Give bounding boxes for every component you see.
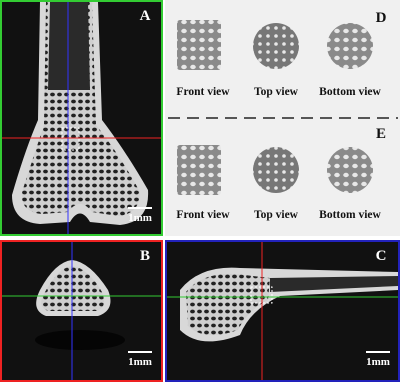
view-label: Bottom view — [319, 209, 381, 221]
panel-b: B 1mm — [0, 240, 163, 382]
view-label: Bottom view — [319, 86, 381, 98]
roi-box — [250, 286, 273, 304]
panel-label: B — [140, 248, 150, 264]
sample-top — [253, 23, 299, 69]
sample-bottom — [327, 147, 373, 193]
marrow — [270, 276, 398, 292]
scale-label: 1mm — [128, 356, 152, 368]
sample-front — [177, 20, 221, 70]
view-label: Front view — [176, 209, 230, 221]
shadow — [35, 330, 125, 350]
bone-trabecular — [41, 266, 104, 311]
panel-de: Front view Top view Bottom view D E Fron… — [165, 0, 400, 236]
panel-label: E — [376, 126, 386, 142]
panel-c: C 1mm — [165, 240, 400, 382]
panel-label: A — [140, 8, 151, 24]
scale-label: 1mm — [366, 356, 390, 368]
marrow — [48, 2, 90, 90]
panel-label: C — [376, 248, 387, 264]
roi-box — [61, 127, 80, 151]
panel-label: D — [376, 10, 387, 26]
view-label: Top view — [254, 209, 299, 221]
scale-label: 1mm — [128, 212, 152, 224]
view-label: Top view — [254, 86, 299, 98]
sample-bottom — [327, 23, 373, 69]
bone-trabecular — [186, 273, 270, 336]
sample-top — [253, 147, 299, 193]
sample-front — [177, 145, 221, 195]
panel-a: A 1mm — [0, 0, 163, 236]
view-label: Front view — [176, 86, 230, 98]
